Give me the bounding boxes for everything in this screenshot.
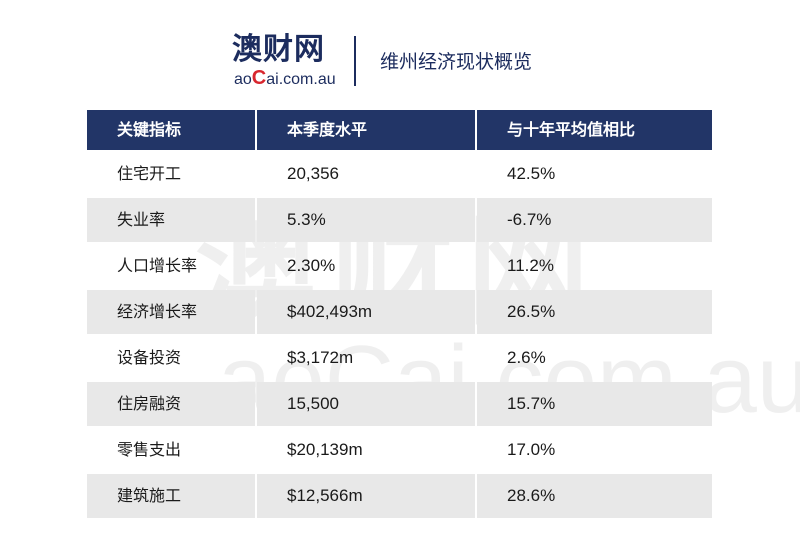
column-header-vs-ten-year-avg: 与十年平均值相比 xyxy=(477,110,712,150)
indicator-name: 失业率 xyxy=(87,198,255,242)
indicator-name: 设备投资 xyxy=(117,348,182,367)
vs-ten-year-avg: 42.5% xyxy=(507,164,556,183)
indicator-name: 建筑施工 xyxy=(87,474,255,518)
indicator-table: 关键指标 本季度水平 与十年平均值相比 住宅开工 20,356 42.5% 失业… xyxy=(87,110,712,518)
current-level: $3,172m xyxy=(287,348,354,367)
logo-chinese-text: 澳财网 xyxy=(232,32,325,67)
vs-ten-year-avg: 28.6% xyxy=(477,474,712,518)
header-divider xyxy=(354,36,356,86)
table-row: 经济增长率 $402,493m 26.5% xyxy=(87,290,712,334)
table-row: 设备投资 $3,172m 2.6% xyxy=(87,336,712,380)
table-row: 住宅开工 20,356 42.5% xyxy=(87,152,712,196)
current-level: 20,356 xyxy=(287,164,339,183)
indicator-name: 经济增长率 xyxy=(87,290,255,334)
vs-ten-year-avg: -6.7% xyxy=(477,198,712,242)
current-level: 5.3% xyxy=(257,198,475,242)
vs-ten-year-avg: 11.2% xyxy=(507,256,554,275)
column-header-current-level: 本季度水平 xyxy=(257,110,475,150)
indicator-name: 住宅开工 xyxy=(117,164,182,183)
aocai-logo: 澳财网 aoCai.com.au xyxy=(232,34,344,94)
column-header-indicator: 关键指标 xyxy=(87,110,255,150)
page-title: 维州经济现状概览 xyxy=(380,51,533,73)
table-header: 关键指标 本季度水平 与十年平均值相比 xyxy=(87,110,712,150)
current-level: 2.30% xyxy=(287,256,336,275)
current-level: $20,139m xyxy=(287,440,363,459)
indicator-name: 人口增长率 xyxy=(117,256,198,275)
logo-domain-text: aoCai.com.au xyxy=(234,67,336,89)
vs-ten-year-avg: 2.6% xyxy=(507,348,546,367)
vs-ten-year-avg: 15.7% xyxy=(477,382,712,426)
vs-ten-year-avg: 17.0% xyxy=(507,440,556,459)
table-row: 零售支出 $20,139m 17.0% xyxy=(87,428,712,472)
table-row: 人口增长率 2.30% 11.2% xyxy=(87,244,712,288)
indicator-name: 住房融资 xyxy=(87,382,255,426)
page-header: 澳财网 aoCai.com.au 维州经济现状概览 xyxy=(0,0,800,112)
vs-ten-year-avg: 26.5% xyxy=(477,290,712,334)
current-level: $402,493m xyxy=(257,290,475,334)
table-row: 住房融资 15,500 15.7% xyxy=(87,382,712,426)
table-row: 失业率 5.3% -6.7% xyxy=(87,198,712,242)
current-level: $12,566m xyxy=(257,474,475,518)
indicator-name: 零售支出 xyxy=(117,440,182,459)
table-row: 建筑施工 $12,566m 28.6% xyxy=(87,474,712,518)
current-level: 15,500 xyxy=(257,382,475,426)
